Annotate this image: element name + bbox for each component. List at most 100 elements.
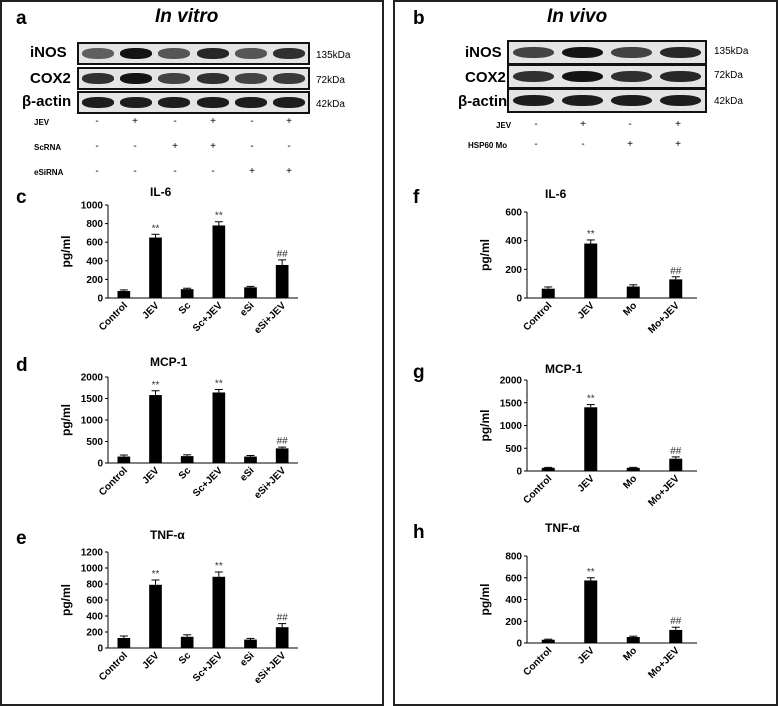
bar — [541, 639, 555, 643]
blot-band — [120, 73, 153, 84]
blot-band — [196, 73, 229, 84]
significance-label: ** — [587, 567, 595, 578]
x-tick-label: Mo+JEV — [646, 300, 682, 336]
condition-sign: + — [172, 141, 178, 152]
significance-label: ## — [277, 249, 289, 260]
significance-label: ** — [587, 229, 595, 240]
x-tick-label: Mo — [621, 473, 639, 491]
significance-label: ## — [277, 613, 289, 624]
y-tick-label: 200 — [86, 628, 103, 639]
condition-sign: - — [250, 116, 254, 127]
x-tick-label: Sc+JEV — [191, 650, 225, 684]
x-tick-label: Sc+JEV — [191, 300, 225, 334]
x-tick-label: JEV — [576, 473, 597, 494]
blot-band — [512, 46, 555, 59]
western-blot-actin-b — [507, 88, 707, 113]
blot-label-inos-a: iNOS — [30, 44, 67, 61]
x-tick-label: eSi — [238, 465, 257, 484]
blot-band — [659, 46, 702, 59]
y-tick-label: 1500 — [500, 398, 523, 409]
panel-letter-g: g — [413, 362, 425, 383]
bar — [244, 639, 257, 648]
bar-chart-g: MCP-1 pg/ml 0 500 1000 1500 2000 Control ** JEV Mo… — [478, 362, 697, 509]
x-tick-label: Sc — [177, 650, 194, 667]
y-tick-label: 500 — [505, 444, 522, 455]
condition-sign: + — [675, 139, 681, 150]
x-tick-label: Control — [97, 300, 130, 333]
panel-letter-d: d — [16, 355, 28, 376]
condition-sign: + — [210, 116, 216, 127]
bar — [669, 279, 683, 298]
bar — [275, 448, 289, 463]
condition-sign: - — [173, 166, 177, 177]
condition-sign: - — [95, 141, 99, 152]
chart-title: IL-6 — [545, 187, 567, 201]
blot-band — [610, 46, 653, 59]
blot-label-actin-b: β-actin — [458, 93, 508, 110]
bar — [117, 291, 131, 298]
blot-label-cox2-a: COX2 — [30, 70, 71, 87]
condition-sign: + — [210, 141, 216, 152]
condition-sign: - — [211, 166, 215, 177]
chart-title: MCP-1 — [150, 355, 188, 369]
y-tick-label: 400 — [86, 612, 103, 623]
bar — [149, 584, 162, 648]
x-tick-label: eSi — [238, 300, 257, 319]
panel-letter-c: c — [16, 187, 27, 208]
bar — [669, 458, 683, 471]
in-vitro-panel — [0, 0, 384, 706]
y-tick-label: 0 — [97, 459, 103, 470]
bar — [584, 243, 598, 298]
blot-band — [610, 70, 653, 83]
blot-label-cox2-b: COX2 — [465, 69, 506, 86]
blot-band — [512, 94, 555, 107]
x-tick-label: Sc — [177, 300, 194, 317]
condition-label-jev-a: JEV — [34, 118, 50, 127]
in-vitro-title: In vitro — [155, 6, 219, 27]
blot-band — [272, 48, 305, 59]
bar — [149, 237, 162, 298]
bar — [584, 407, 598, 471]
condition-sign: + — [627, 139, 633, 150]
kda-actin-a: 42kDa — [316, 99, 345, 110]
x-tick-label: JEV — [140, 650, 161, 671]
bar — [212, 576, 226, 648]
condition-sign: + — [580, 119, 586, 130]
y-tick-label: 0 — [516, 639, 522, 650]
blot-band — [512, 70, 555, 83]
bar — [212, 392, 226, 463]
y-tick-label: 1000 — [81, 416, 104, 427]
blot-band — [158, 97, 191, 108]
blot-band — [272, 97, 305, 108]
blot-band — [561, 46, 604, 59]
blot-band — [82, 48, 115, 59]
condition-sign: + — [249, 166, 255, 177]
blot-band — [196, 48, 229, 59]
x-tick-label: JEV — [140, 300, 161, 321]
y-tick-label: 0 — [516, 294, 522, 305]
significance-label: ** — [152, 569, 160, 580]
condition-label-hsp60-mo: HSP60 Mo — [468, 141, 508, 150]
panel-letter-e: e — [16, 528, 27, 549]
condition-sign: - — [133, 166, 137, 177]
bar — [275, 627, 289, 648]
y-tick-label: 800 — [86, 580, 103, 591]
y-tick-label: 1000 — [81, 564, 104, 575]
y-tick-label: 1000 — [81, 201, 104, 212]
x-tick-label: eSi+JEV — [252, 650, 288, 686]
chart-title: TNF-α — [545, 521, 580, 535]
x-tick-label: Mo+JEV — [646, 473, 682, 509]
panel-letter-a: a — [16, 8, 27, 29]
y-tick-label: 0 — [97, 644, 103, 655]
bar — [626, 637, 640, 643]
x-tick-label: Control — [97, 650, 130, 683]
bar — [584, 580, 598, 643]
blot-band — [272, 73, 305, 84]
y-tick-label: 800 — [86, 219, 103, 230]
blot-band — [561, 94, 604, 107]
blot-band — [120, 48, 153, 59]
x-tick-label: Mo — [621, 645, 639, 663]
significance-label: ** — [215, 211, 223, 222]
western-blot-actin-a — [77, 91, 310, 114]
bar — [541, 467, 555, 471]
